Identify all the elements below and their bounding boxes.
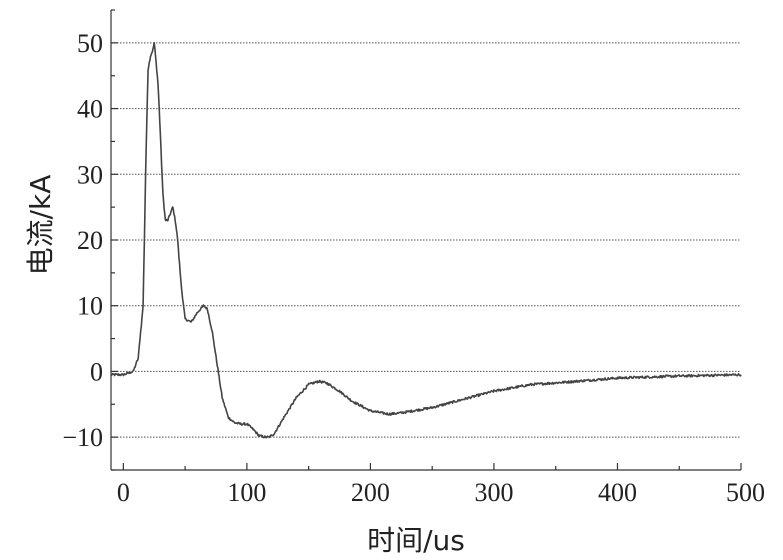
y-tick-label: 0 [90, 357, 103, 386]
series-layer [110, 42, 742, 439]
tick-marks [111, 9, 742, 471]
y-tick-label: 20 [77, 226, 103, 255]
x-tick-label: 500 [726, 478, 765, 507]
y-tick-label: −10 [62, 423, 103, 452]
series-line-current [110, 42, 742, 439]
x-tick-label: 0 [117, 478, 130, 507]
x-tick-label: 300 [474, 478, 513, 507]
y-tick-label: 10 [77, 292, 103, 321]
grid-lines [111, 42, 741, 438]
y-tick-label: 30 [77, 160, 103, 189]
x-tick-label: 400 [598, 478, 637, 507]
y-tick-label: 40 [77, 95, 103, 124]
x-axis-title: 时间/us [367, 524, 465, 557]
y-tick-label: 50 [77, 29, 103, 58]
x-tick-label: 200 [351, 478, 390, 507]
y-axis-title: 电流/kA [24, 175, 57, 276]
x-tick-label: 100 [227, 478, 266, 507]
